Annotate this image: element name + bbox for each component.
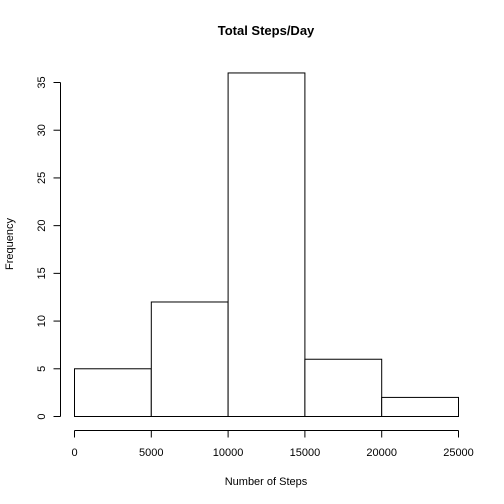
x-tick-label-5: 25000 xyxy=(443,447,474,459)
x-axis: 0 5000 10000 15000 20000 25000 xyxy=(71,431,473,460)
histogram-bar-1 xyxy=(151,302,228,417)
y-tick-label-6: 30 xyxy=(36,124,48,136)
y-tick-label-0: 0 xyxy=(36,413,48,419)
y-tick-label-5: 25 xyxy=(36,172,48,184)
x-tick-label-3: 15000 xyxy=(290,447,321,459)
y-tick-label-1: 5 xyxy=(36,366,48,372)
y-axis: 0 5 10 15 20 25 30 35 xyxy=(36,76,61,419)
y-tick-label-2: 10 xyxy=(36,315,48,327)
x-tick-label-1: 5000 xyxy=(139,447,163,459)
y-tick-label-3: 15 xyxy=(36,267,48,279)
histogram-bar-4 xyxy=(382,397,459,416)
y-tick-label-4: 20 xyxy=(36,220,48,232)
y-axis-label: Frequency xyxy=(4,218,16,270)
x-axis-label: Number of Steps xyxy=(225,476,308,488)
x-tick-label-0: 0 xyxy=(71,447,77,459)
chart-title: Total Steps/Day xyxy=(218,23,315,38)
y-tick-label-7: 35 xyxy=(36,76,48,88)
x-tick-label-2: 10000 xyxy=(213,447,244,459)
histogram-bar-2 xyxy=(228,73,305,417)
bars-group xyxy=(75,73,459,417)
histogram-bar-3 xyxy=(305,359,382,416)
histogram-bar-0 xyxy=(75,369,152,417)
x-tick-label-4: 20000 xyxy=(366,447,397,459)
